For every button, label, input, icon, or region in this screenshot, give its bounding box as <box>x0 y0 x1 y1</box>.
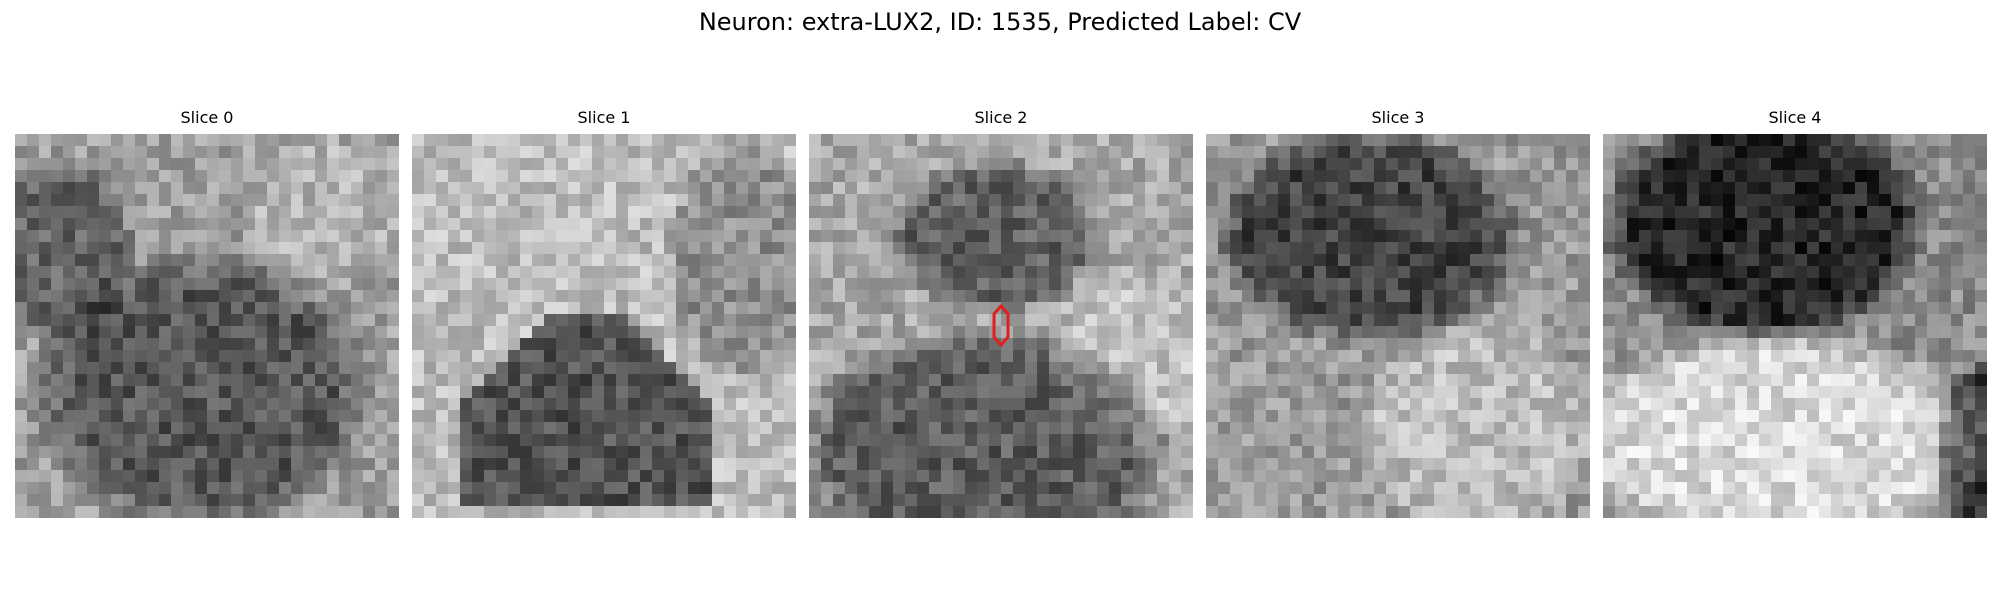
slice-image <box>412 134 796 518</box>
slice-image <box>1206 134 1590 518</box>
slice-image <box>1603 134 1987 518</box>
slice-panel-1: Slice 1 <box>412 108 796 518</box>
slice-panel-2: Slice 2 <box>809 108 1193 518</box>
slice-panel-4: Slice 4 <box>1603 108 1987 518</box>
slice-title: Slice 3 <box>1371 108 1425 127</box>
slice-title: Slice 2 <box>974 108 1028 127</box>
slice-panel-0: Slice 0 <box>15 108 399 518</box>
slice-title: Slice 1 <box>577 108 631 127</box>
figure-title: Neuron: extra-LUX2, ID: 1535, Predicted … <box>698 8 1302 36</box>
slice-title: Slice 4 <box>1768 108 1822 127</box>
slice-image <box>809 134 1193 518</box>
slice-title: Slice 0 <box>180 108 234 127</box>
slice-panel-3: Slice 3 <box>1206 108 1590 518</box>
slice-image <box>15 134 399 518</box>
